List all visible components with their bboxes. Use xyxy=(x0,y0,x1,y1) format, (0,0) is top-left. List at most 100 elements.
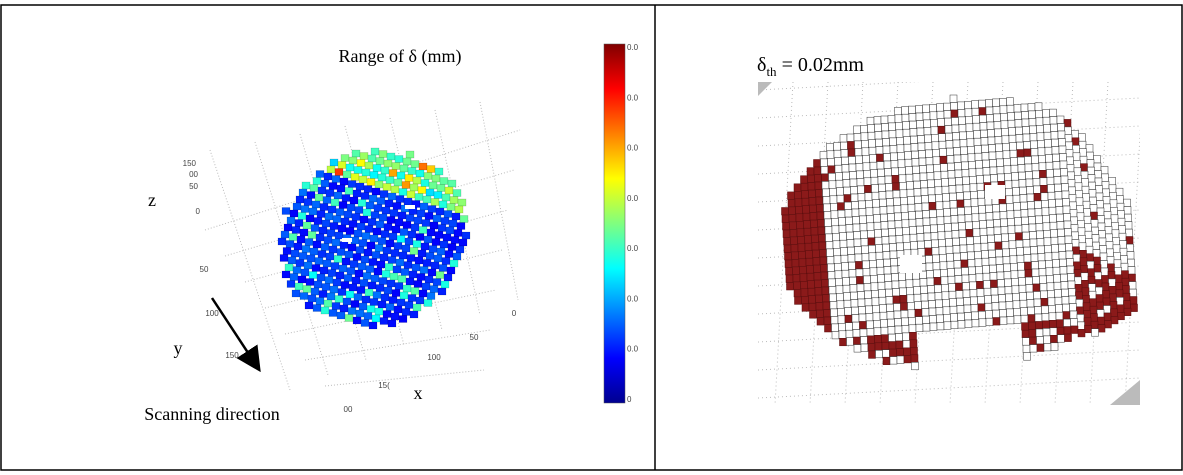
voxel xyxy=(436,272,444,279)
voxel xyxy=(1049,200,1056,208)
voxel xyxy=(810,213,817,221)
voxel xyxy=(835,158,842,166)
voxel xyxy=(842,270,849,278)
voxel xyxy=(916,324,923,332)
voxel xyxy=(932,142,939,150)
voxel xyxy=(1096,287,1103,295)
voxel xyxy=(323,260,331,267)
voxel xyxy=(893,190,900,198)
voxel xyxy=(998,174,1005,182)
voxel xyxy=(1064,327,1071,335)
voxel xyxy=(887,199,894,207)
voxel xyxy=(1095,272,1102,280)
voxel xyxy=(1058,131,1065,139)
voxel xyxy=(990,160,997,168)
voxel xyxy=(851,187,858,195)
voxel xyxy=(902,107,909,115)
voxel xyxy=(790,229,797,237)
voxel xyxy=(903,129,910,137)
voxel xyxy=(364,313,372,320)
voxel xyxy=(403,158,411,165)
voxel xyxy=(892,274,899,282)
voxel xyxy=(1064,119,1071,127)
voxel xyxy=(1001,121,1008,129)
voxel xyxy=(1052,147,1059,155)
voxel xyxy=(879,297,886,305)
voxel xyxy=(983,168,990,176)
voxel xyxy=(362,296,370,303)
voxel xyxy=(839,331,846,339)
voxel xyxy=(316,234,324,241)
voxel xyxy=(854,239,861,247)
voxel xyxy=(1131,304,1138,312)
voxel xyxy=(378,238,386,245)
voxel xyxy=(962,275,969,283)
voxel xyxy=(402,245,410,252)
voxel xyxy=(1074,262,1081,270)
voxel xyxy=(972,206,979,214)
voxel xyxy=(1023,232,1030,240)
voxel xyxy=(1060,161,1067,169)
voxel xyxy=(853,224,860,232)
voxel xyxy=(973,123,980,131)
voxel xyxy=(1007,316,1014,324)
voxel xyxy=(1050,109,1057,117)
grid-line xyxy=(325,370,484,386)
voxel xyxy=(1047,275,1054,283)
voxel xyxy=(973,221,980,229)
voxel xyxy=(455,206,463,213)
voxel xyxy=(1008,218,1015,226)
voxel xyxy=(867,117,874,125)
voxel xyxy=(335,169,343,176)
voxel xyxy=(1008,120,1015,128)
voxel xyxy=(1023,338,1030,346)
voxel xyxy=(1092,329,1099,337)
voxel xyxy=(311,225,319,232)
voxel xyxy=(888,327,895,335)
voxel xyxy=(1062,184,1069,192)
voxel xyxy=(928,293,935,301)
voxel xyxy=(980,221,987,229)
voxel xyxy=(833,233,840,241)
colorbar-tick-label: 0.0 xyxy=(627,144,639,153)
voxel xyxy=(1066,251,1073,259)
voxel xyxy=(847,338,854,346)
voxel xyxy=(951,216,958,224)
voxel xyxy=(422,283,430,290)
voxel xyxy=(1110,301,1117,309)
voxel xyxy=(1046,260,1053,268)
voxel xyxy=(890,357,897,365)
voxel xyxy=(1034,292,1041,300)
voxel xyxy=(813,258,820,266)
voxel xyxy=(968,252,975,260)
voxel xyxy=(1040,276,1047,284)
voxel xyxy=(1121,263,1128,271)
voxel xyxy=(330,223,338,230)
voxel xyxy=(301,206,309,213)
voxel xyxy=(893,296,900,304)
voxel xyxy=(294,243,302,250)
voxel xyxy=(846,225,853,233)
voxel xyxy=(857,284,864,292)
voxel xyxy=(989,258,996,266)
voxel xyxy=(1123,286,1130,294)
voxel xyxy=(419,163,427,170)
voxel xyxy=(352,277,360,284)
voxel xyxy=(983,273,990,281)
voxel xyxy=(1090,205,1097,213)
voxel xyxy=(332,176,340,183)
voxel xyxy=(941,277,948,285)
voxel xyxy=(1087,152,1094,160)
voxel xyxy=(410,184,418,191)
voxel xyxy=(953,140,960,148)
voxel xyxy=(965,214,972,222)
voxel xyxy=(1124,308,1131,316)
voxel xyxy=(1128,259,1135,267)
voxel xyxy=(300,293,308,300)
voxel xyxy=(440,241,448,248)
voxel xyxy=(1062,191,1069,199)
voxel xyxy=(1094,265,1101,273)
voxel xyxy=(796,214,803,222)
voxel xyxy=(1048,192,1055,200)
voxel xyxy=(832,331,839,339)
